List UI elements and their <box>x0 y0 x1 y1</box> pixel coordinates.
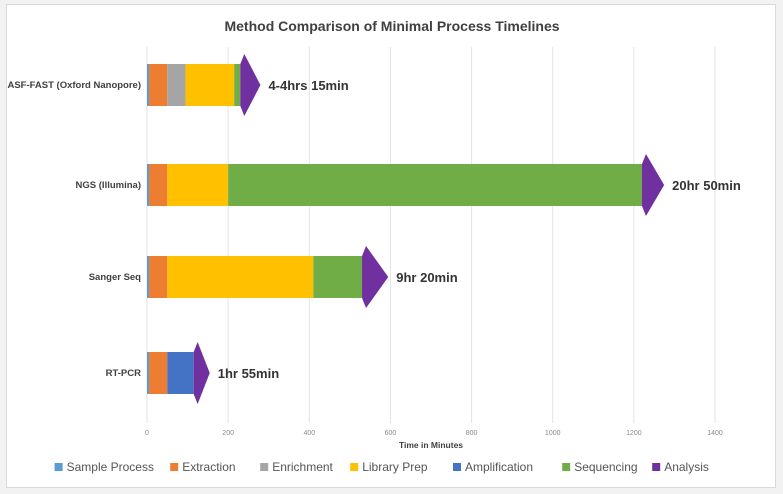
legend: Sample Process Extraction Enrichment Librar… <box>54 460 709 474</box>
total-time-label: 4-4hrs 15min <box>268 78 348 93</box>
bar-segment-sequencing <box>234 64 241 106</box>
legend-label: Sequencing <box>574 460 637 474</box>
legend-label: Amplification <box>465 460 533 474</box>
bar-segment-sample-process <box>147 64 150 106</box>
legend-swatch <box>453 463 461 471</box>
x-tick-label: 200 <box>222 430 234 437</box>
x-axis-title: Time in Minutes <box>399 440 463 450</box>
bar-segment-sequencing <box>228 164 642 206</box>
bar-segment-sample-process <box>147 256 150 298</box>
category-label: RT-PCR <box>106 368 142 379</box>
stacked-bar-chart: Method Comparison of Minimal Process Tim… <box>7 18 741 474</box>
bar-segment-sequencing <box>313 256 363 298</box>
total-time-label: 20hr 50min <box>672 178 741 193</box>
legend-swatch <box>562 463 571 471</box>
x-tick-label: 800 <box>466 430 478 437</box>
legend-label: Library Prep <box>362 460 428 474</box>
x-tick-label: 1400 <box>707 430 723 437</box>
x-tick-label: 1000 <box>545 430 561 437</box>
bar-segment-extraction <box>149 64 168 106</box>
bar-segment-sample-process <box>147 164 150 206</box>
bar-segment-amplification <box>167 352 194 394</box>
x-tick-label: 400 <box>303 430 315 437</box>
bar-segment-enrichment <box>167 64 186 106</box>
category-label: NGS (Illumina) <box>76 180 141 191</box>
bar-segment-analysis <box>240 54 261 116</box>
category-label: ASF-FAST (Oxford Nanopore) <box>7 80 141 91</box>
bar-segment-analysis <box>641 154 665 216</box>
bar-segment-library-prep <box>185 64 235 106</box>
total-time-label: 1hr 55min <box>218 366 279 381</box>
bar-segment-library-prep <box>167 164 229 206</box>
chart-frame: Method Comparison of Minimal Process Tim… <box>6 4 776 488</box>
x-tick-label: 0 <box>145 430 149 437</box>
legend-swatch <box>54 463 63 471</box>
legend-swatch <box>350 463 359 471</box>
legend-swatch <box>170 463 179 471</box>
total-time-label: 9hr 20min <box>396 270 457 285</box>
bars: 4-4hrs 15min 20hr 50min 9hr 20min 1hr 55min <box>147 54 741 404</box>
x-tick-labels: 0 200 400 600 800 1000 1200 1400 <box>145 430 723 437</box>
category-label: Sanger Seq <box>89 272 141 283</box>
bar-segment-library-prep <box>167 256 314 298</box>
bar-segment-analysis <box>193 342 210 404</box>
legend-label: Sample Process <box>67 460 154 474</box>
legend-label: Extraction <box>182 460 235 474</box>
x-tick-label: 1200 <box>626 430 642 437</box>
x-tick-label: 600 <box>385 430 397 437</box>
legend-label: Enrichment <box>272 460 333 474</box>
bar-segment-extraction <box>149 164 168 206</box>
bar-segment-sample-process <box>147 352 150 394</box>
legend-swatch <box>260 463 269 471</box>
gridlines <box>146 47 716 423</box>
bar-segment-extraction <box>149 352 168 394</box>
bar-segment-analysis <box>362 246 389 308</box>
category-labels: ASF-FAST (Oxford Nanopore) NGS (Illumina)… <box>7 80 141 379</box>
legend-swatch <box>652 463 661 471</box>
chart-title: Method Comparison of Minimal Process Tim… <box>224 18 559 34</box>
legend-label: Analysis <box>664 460 709 474</box>
bar-segment-extraction <box>149 256 168 298</box>
